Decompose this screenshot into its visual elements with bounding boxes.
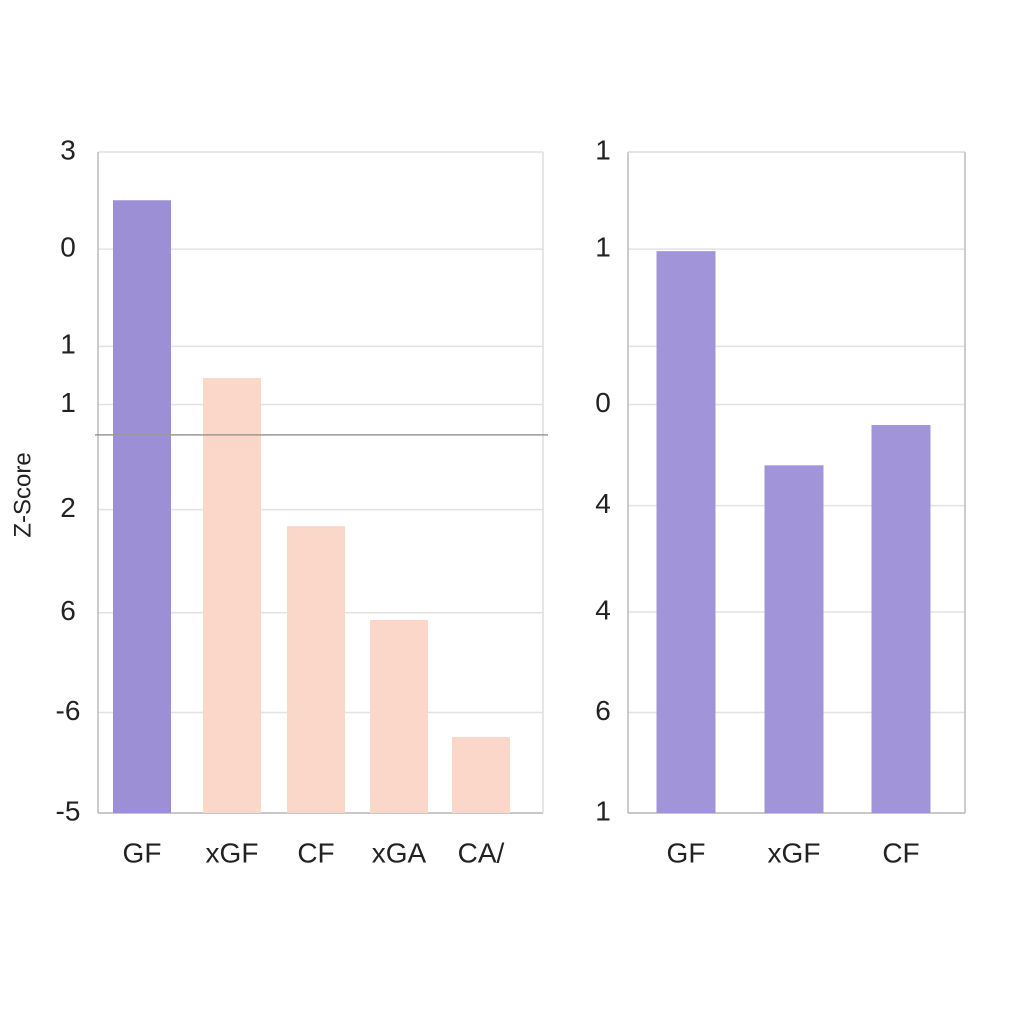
- y-tick-label: 1: [595, 134, 611, 165]
- y-tick-label: 1: [60, 387, 76, 418]
- y-tick-label: 2: [60, 492, 76, 523]
- y-tick-label: 6: [60, 595, 76, 626]
- bar: [452, 736, 510, 813]
- y-tick-label: 4: [595, 488, 611, 519]
- y-tick-label: 1: [60, 329, 76, 360]
- x-tick-label: GF: [667, 837, 706, 868]
- y-tick-label: 6: [595, 695, 611, 726]
- y-axis-label: Z-Score: [9, 452, 36, 537]
- y-tick-label: 0: [595, 387, 611, 418]
- y-tick-label: 4: [595, 594, 611, 625]
- x-tick-label: xGA: [372, 837, 427, 868]
- bar: [203, 378, 261, 813]
- y-tick-label: 0: [60, 232, 76, 263]
- bar: [871, 424, 931, 813]
- y-tick-label: -6: [56, 695, 81, 726]
- x-tick-label: CF: [297, 837, 334, 868]
- x-tick-label: xGF: [206, 837, 259, 868]
- x-tick-label: CA/: [458, 837, 505, 868]
- x-tick-label: GF: [123, 837, 162, 868]
- bar: [113, 200, 171, 814]
- bar: [656, 251, 716, 813]
- bar: [287, 526, 345, 813]
- x-tick-label: CF: [882, 837, 919, 868]
- y-tick-label: -5: [56, 795, 81, 826]
- bar: [764, 465, 824, 813]
- y-tick-label: 1: [595, 795, 611, 826]
- x-tick-label: xGF: [768, 837, 821, 868]
- y-tick-label: 3: [60, 134, 76, 165]
- y-tick-label: 1: [595, 232, 611, 263]
- bar: [370, 619, 428, 813]
